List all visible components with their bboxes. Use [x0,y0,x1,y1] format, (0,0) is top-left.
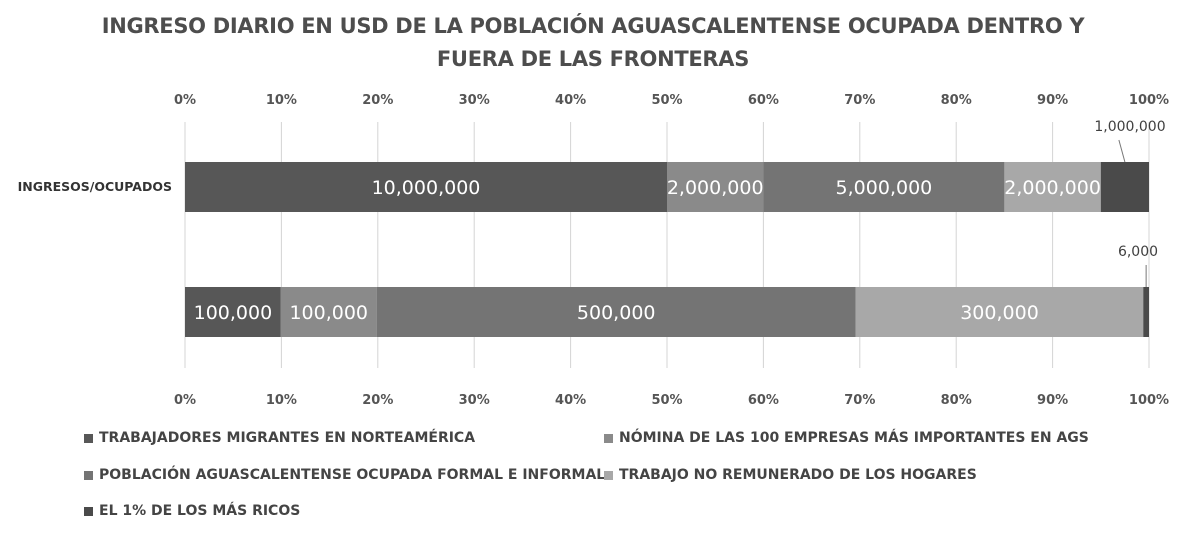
tick-label-top: 40% [555,93,586,108]
tick-label-top: 70% [844,93,875,108]
data-label: 2,000,000 [1004,177,1101,199]
bar-segment [667,162,764,212]
plot-area: 0% 0% 10% 10% 20% 20% 30% 30% 40% 40% 50% 50% 60% 60%… [18,93,1169,408]
data-label: 300,000 [960,302,1039,324]
tick-label-top: 100% [1129,93,1169,108]
data-label: 100,000 [289,302,368,324]
data-label: 10,000,000 [372,177,481,199]
bar-segment [763,162,1005,212]
tick-label-bottom: 60% [748,393,779,408]
tick-label-bottom: 90% [1037,393,1068,408]
tick-label-bottom: 30% [459,393,490,408]
bar-segment [1100,162,1149,212]
tick-label-top: 90% [1037,93,1068,108]
data-label: 100,000 [194,302,273,324]
bar-segment [185,287,281,337]
tick-label-top: 30% [459,93,490,108]
legend-item-poblacion: POBLACIÓN AGUASCALENTENSE OCUPADA FORMAL… [84,467,605,483]
tick-label-bottom: 0% [174,393,196,408]
tick-label-bottom: 70% [844,393,875,408]
tick-label-top: 0% [174,93,196,108]
category-label: INGRESOS/OCUPADOS [18,179,172,194]
bar-segment [376,287,856,337]
leader-line [1118,139,1126,163]
legend-swatch [84,470,93,480]
tick-label-top: 60% [748,93,779,108]
chart-title-line-2: FUERA DE LAS FRONTERAS [436,47,750,71]
tick-label-bottom: 50% [651,393,682,408]
bar-segment [280,287,377,337]
data-label: 5,000,000 [836,177,933,199]
legend-item-trabajo: TRABAJO NO REMUNERADO DE LOS HOGARES [604,467,977,483]
legend-item-migrantes: TRABAJADORES MIGRANTES EN NORTEAMÉRICA [84,430,475,446]
bar-segment [1004,162,1101,212]
legend-label: TRABAJADORES MIGRANTES EN NORTEAMÉRICA [99,430,476,446]
legend-label: POBLACIÓN AGUASCALENTENSE OCUPADA FORMAL… [99,467,606,483]
bar-segment [1143,287,1149,337]
legend-swatch [84,433,93,443]
legend-swatch [604,433,613,443]
tick-label-top: 10% [266,93,297,108]
legend-label: NÓMINA DE LAS 100 EMPRESAS MÁS IMPORTANT… [619,430,1089,446]
bar-segment [855,287,1144,337]
legend-item-ricos: EL 1% DE LOS MÁS RICOS [84,503,300,519]
legend-swatch [84,506,93,516]
data-label: 500,000 [577,302,656,324]
tick-label-top: 20% [362,93,393,108]
tick-label-bottom: 20% [362,393,393,408]
bar-segment [185,162,667,212]
data-label-callout: 6,000 [1118,244,1158,260]
tick-label-bottom: 40% [555,393,586,408]
legend-label: EL 1% DE LOS MÁS RICOS [99,503,301,519]
tick-label-bottom: 10% [266,393,297,408]
data-label-callout: 1,000,000 [1094,119,1165,135]
legend-swatch [604,470,613,480]
tick-label-bottom: 80% [941,393,972,408]
legend-item-nomina: NÓMINA DE LAS 100 EMPRESAS MÁS IMPORTANT… [604,430,1089,446]
chart-title-line-1: INGRESO DIARIO EN USD DE LA POBLACIÓN AG… [101,14,1085,38]
tick-label-top: 50% [651,93,682,108]
data-label: 2,000,000 [667,177,764,199]
tick-label-top: 80% [941,93,972,108]
tick-label-bottom: 100% [1129,393,1169,408]
legend-label: TRABAJO NO REMUNERADO DE LOS HOGARES [619,467,977,483]
